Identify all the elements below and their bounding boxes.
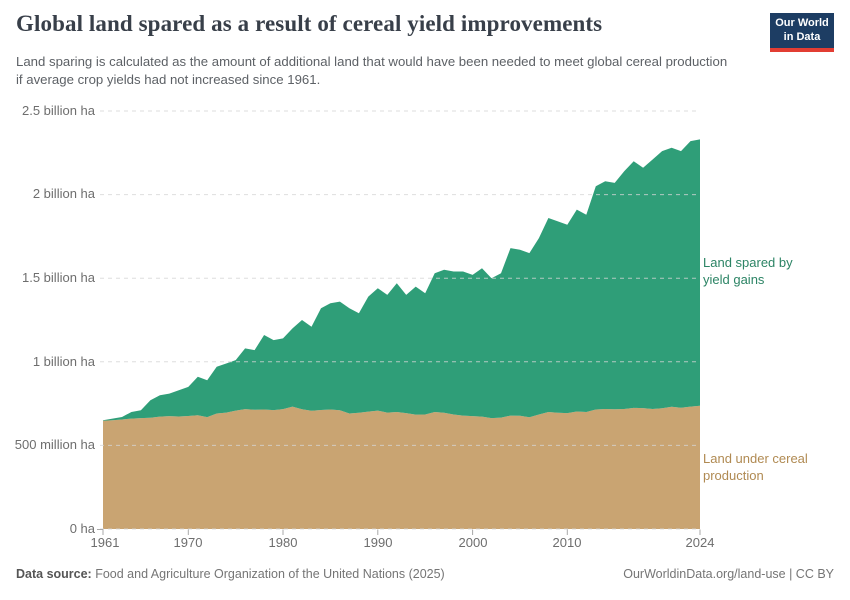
footer-source-text: Food and Agriculture Organization of the… xyxy=(91,567,445,581)
y-axis-tick-label: 0 ha xyxy=(69,521,95,536)
area-series-land-spared-by-yield-gains xyxy=(103,139,700,421)
series-label-land-under-production: Land under cereal production xyxy=(703,451,808,483)
y-axis-tick-label: 2.5 billion ha xyxy=(22,103,95,118)
x-axis-tick-label: 1961 xyxy=(90,535,120,550)
owid-logo-line2: in Data xyxy=(783,30,821,43)
y-axis-tick-label: 500 million ha xyxy=(14,437,95,452)
series-label-land-spared: Land spared by yield gains xyxy=(703,255,793,287)
footer-source-label: Data source: xyxy=(16,567,92,581)
y-axis-tick-label: 1.5 billion ha xyxy=(22,270,95,285)
owid-logo-red-bar xyxy=(770,48,834,52)
owid-logo-box: Our World in Data xyxy=(770,13,834,48)
page-title: Global land spared as a result of cereal… xyxy=(16,11,603,36)
x-axis-tick-label: 1980 xyxy=(268,535,298,550)
y-axis-tick-label: 2 billion ha xyxy=(32,186,95,201)
area-series-land-under-cereal-production xyxy=(103,405,700,529)
y-axis-tick-label: 1 billion ha xyxy=(32,354,95,369)
x-axis-tick-label: 2000 xyxy=(458,535,488,550)
x-axis-tick-label: 1990 xyxy=(363,535,393,550)
owid-logo[interactable]: Our World in Data xyxy=(770,13,834,53)
x-axis-tick-label: 1970 xyxy=(173,535,203,550)
page-subtitle: Land sparing is calculated as the amount… xyxy=(16,54,728,87)
x-axis-tick-label: 2024 xyxy=(685,535,715,550)
footer-attribution[interactable]: OurWorldinData.org/land-use | CC BY xyxy=(623,567,834,581)
footer-source: Data source: Food and Agriculture Organi… xyxy=(16,567,445,581)
owid-logo-line1: Our World xyxy=(775,17,829,30)
x-axis-tick-label: 2010 xyxy=(552,535,582,550)
